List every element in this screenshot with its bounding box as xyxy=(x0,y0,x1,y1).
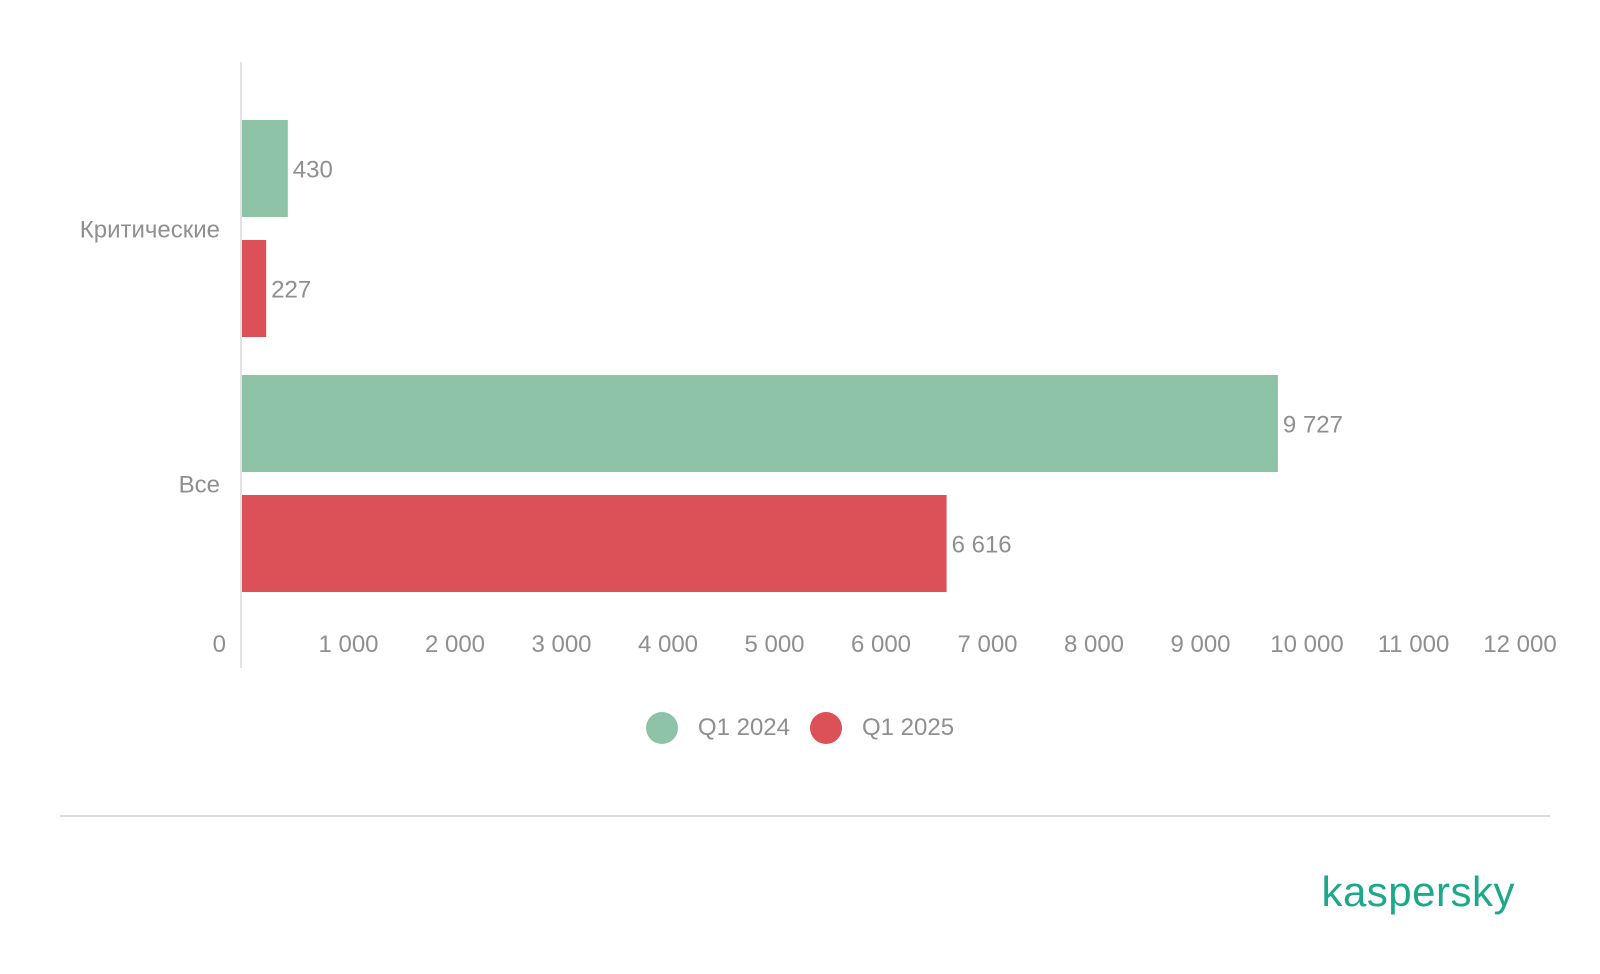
bars-group xyxy=(242,120,1278,592)
data-labels-group: 430 227 9 727 6 616 xyxy=(271,157,1343,559)
legend-swatch-q1-2024 xyxy=(645,712,678,744)
legend-swatch-q1-2025 xyxy=(810,712,842,744)
x-tick-label-7: 7 000 xyxy=(957,631,1017,658)
x-tick-label-10: 10 000 xyxy=(1270,631,1343,658)
x-tick-label-11: 11 000 xyxy=(1378,631,1450,658)
data-label-q1-2025-1: 6 616 xyxy=(952,532,1012,559)
x-tick-label-3: 3 000 xyxy=(531,631,591,658)
x-tick-label-8: 8 000 xyxy=(1064,631,1124,658)
x-tick-label-9: 9 000 xyxy=(1170,631,1230,658)
bar-q1-2024-0 xyxy=(242,120,288,217)
kaspersky-logo: kaspersky xyxy=(1321,868,1515,915)
bar-q1-2025-0 xyxy=(242,240,267,337)
data-label-q1-2024-1: 9 727 xyxy=(1283,412,1343,439)
bar-chart: 430 227 9 727 6 616 0 1 000 2 000 3 000 4 000 5 … xyxy=(80,62,1557,668)
x-tick-label-2: 2 000 xyxy=(425,631,485,658)
x-tick-label-5: 5 000 xyxy=(744,631,804,658)
legend-label-q1-2024: Q1 2024 xyxy=(697,714,790,741)
x-tick-label-6: 6 000 xyxy=(851,631,911,658)
bar-q1-2025-1 xyxy=(242,495,947,592)
x-tick-labels-group: 0 1 000 2 000 3 000 4 000 5 000 6 000 7 000 8 00… xyxy=(213,631,1557,658)
x-tick-label-1: 1 000 xyxy=(318,631,378,658)
data-label-q1-2024-0: 430 xyxy=(293,157,333,184)
legend: Q1 2024 Q1 2025 xyxy=(0,712,1600,744)
data-label-q1-2025-0: 227 xyxy=(271,277,311,304)
footer-divider xyxy=(60,815,1550,817)
category-labels-group: Критические Все xyxy=(80,217,220,499)
category-label-0: Критические xyxy=(80,217,220,244)
legend-label-q1-2025: Q1 2025 xyxy=(862,714,955,741)
legend-item-q1-2025[interactable]: Q1 2025 xyxy=(810,712,954,744)
x-tick-label-12: 12 000 xyxy=(1483,631,1556,658)
bar-q1-2024-1 xyxy=(242,375,1278,472)
x-tick-label-0: 0 xyxy=(213,631,226,658)
category-label-1: Все xyxy=(179,472,220,499)
x-tick-label-4: 4 000 xyxy=(638,631,698,658)
legend-item-q1-2024[interactable]: Q1 2024 xyxy=(645,712,790,744)
